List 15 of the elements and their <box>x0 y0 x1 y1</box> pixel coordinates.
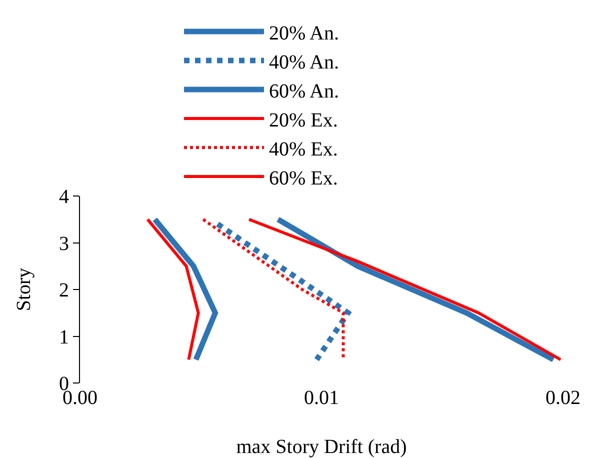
legend-label: 40% Ex. <box>269 138 338 160</box>
y-tick-label: 1 <box>59 326 69 348</box>
x-tick-label: 0.01 <box>304 387 339 409</box>
legend-label: 60% An. <box>269 80 339 102</box>
x-tick-label: 0.02 <box>546 387 580 409</box>
y-tick-label: 3 <box>59 232 69 255</box>
legend-label: 20% An. <box>269 22 339 44</box>
y-tick-label: 4 <box>59 186 69 208</box>
line-series <box>146 218 200 362</box>
legend-label: 20% Ex. <box>269 109 338 132</box>
y-tick-label: 2 <box>59 280 69 302</box>
x-axis-title: max Story Drift (rad) <box>236 436 407 458</box>
legend-label: 60% Ex. <box>269 167 338 190</box>
legend-label: 40% An. <box>269 51 339 74</box>
y-axis-title: Story <box>13 268 35 312</box>
